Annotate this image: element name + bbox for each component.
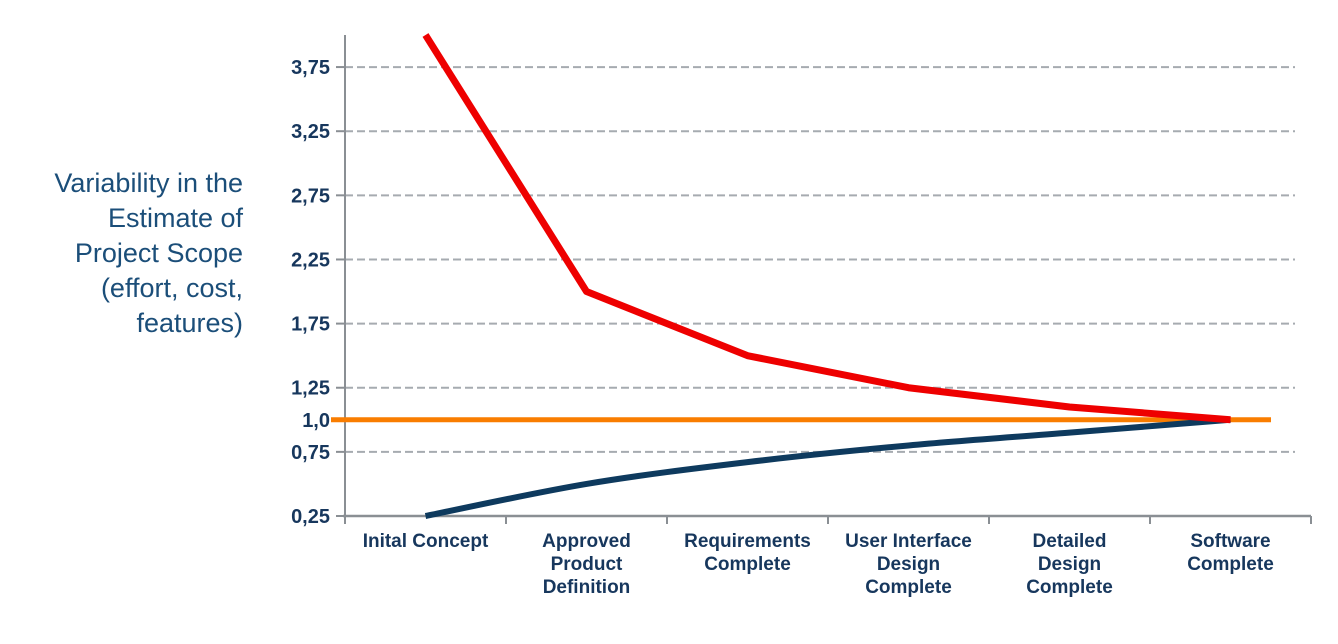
y-axis-tick-label: 1,0 — [302, 410, 330, 432]
y-axis-tick-label: 0,75 — [291, 442, 330, 464]
y-axis-title-line: (effort, cost, — [100, 273, 243, 303]
y-axis-title: Variability in the Estimate of Project S… — [0, 166, 243, 341]
y-axis-tick-label: 1,75 — [291, 314, 330, 336]
x-axis-category-label: Requirements Complete — [684, 531, 811, 575]
y-axis-tick-labels: 3,75 3,25 2,75 2,25 1,75 1,25 1,0 0,75 0,25 — [291, 57, 330, 528]
y-axis-tick-label: 3,75 — [291, 57, 330, 79]
data-series — [331, 33, 1271, 519]
upper-estimate-bound-line — [422, 33, 1231, 424]
lower-estimate-bound-line — [424, 416, 1231, 519]
x-axis-category-label: User Interface Design Complete — [845, 531, 972, 598]
y-axis-title-line: Project Scope — [74, 238, 243, 268]
y-axis-title-line: Estimate of — [107, 203, 243, 233]
axes — [336, 35, 1312, 524]
y-axis-tick-label: 2,75 — [291, 185, 330, 207]
x-axis-category-label: Approved Product Definition — [542, 531, 631, 598]
y-axis-tick-label: 1,25 — [291, 378, 330, 400]
x-axis-category-label: Software Complete — [1187, 531, 1274, 575]
x-axis-category-label: Detailed Design Complete — [1026, 531, 1113, 598]
x-axis-category-label: Inital Concept — [363, 531, 489, 552]
y-axis-tick-label: 2,25 — [291, 249, 330, 271]
y-axis-title-line: Variability in the — [54, 168, 243, 198]
y-axis-title-line: features) — [136, 308, 243, 338]
y-axis-tick-label: 3,25 — [291, 121, 330, 143]
y-axis-tick-label: 0,25 — [291, 506, 330, 528]
x-axis-category-labels: Inital Concept Approved Product Definition R… — [363, 531, 1274, 598]
